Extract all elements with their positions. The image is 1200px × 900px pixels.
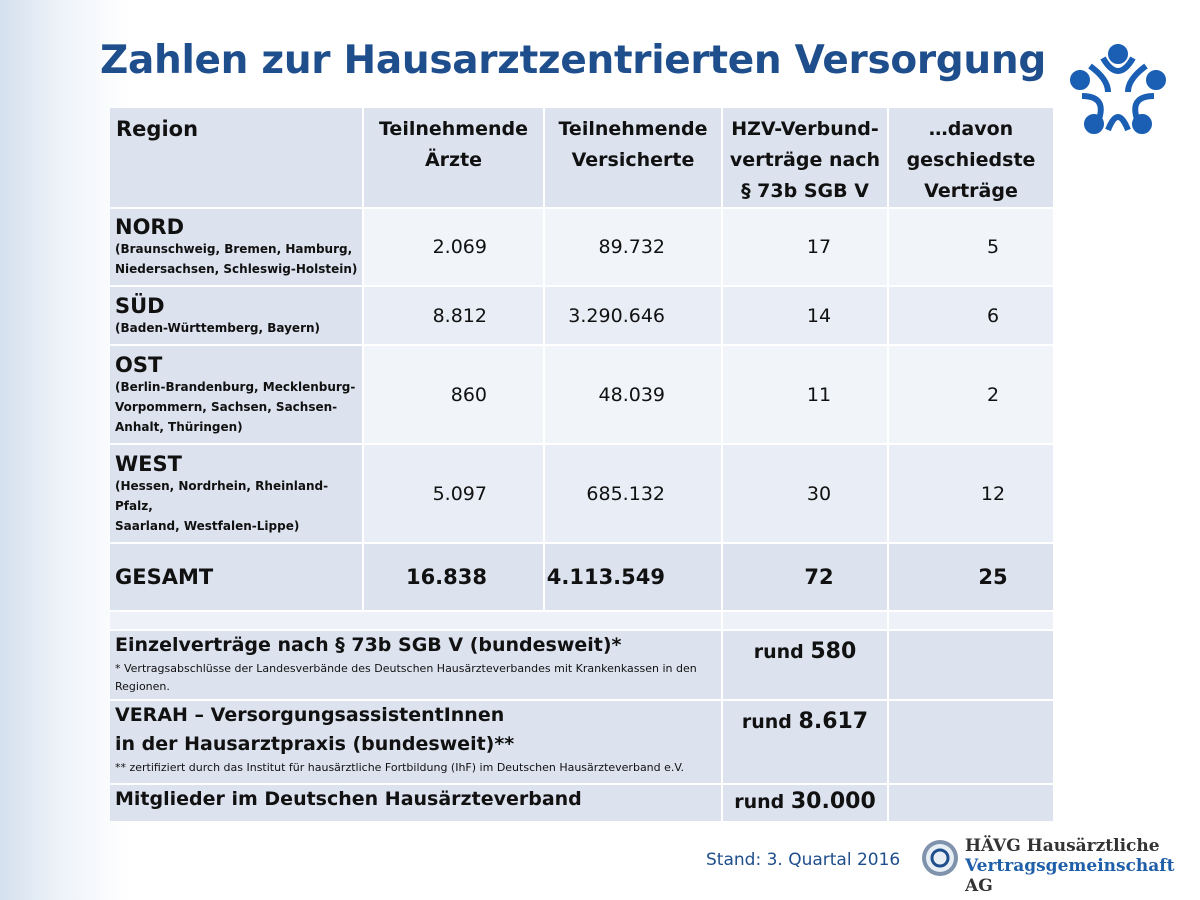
value-cell: 8.812 <box>364 287 543 344</box>
extra-prefix: rund <box>741 711 792 733</box>
extra-prefix: rund <box>753 641 804 663</box>
value-cell: 2.069 <box>364 209 543 285</box>
extra-label-cell: Mitglieder im Deutschen Hausärzteverband <box>110 785 721 821</box>
data-row: OST (Berlin-Brandenburg, Mecklenburg- Vor… <box>110 346 1053 443</box>
header-cell: HZV-Verbund- verträge nach § 73b SGB V <box>723 108 887 207</box>
extra-value: 8.617 <box>798 709 869 734</box>
region-cell: OST (Berlin-Brandenburg, Mecklenburg- Vor… <box>110 346 362 443</box>
extra-row: Einzelverträge nach § 73b SGB V (bundesw… <box>110 631 1053 699</box>
extra-row: Mitglieder im Deutschen Hausärzteverband… <box>110 785 1053 821</box>
table: Region Teilnehmende Ärzte Teilnehmende Ver… <box>108 106 1055 823</box>
header-cell: Region <box>110 108 362 207</box>
value-cell: 6 <box>889 287 1053 344</box>
region-detail: (Baden-Württemberg, Bayern) <box>115 320 321 335</box>
region-name: WEST <box>115 451 182 476</box>
extra-value-cell: rund 30.000 <box>723 785 887 821</box>
value-cell: 860 <box>364 346 543 443</box>
empty-cell <box>889 701 1053 783</box>
title: Zahlen zur Hausarztzentrierten Versorgun… <box>100 38 1046 83</box>
spacer <box>889 612 1053 629</box>
footer-logo-icon <box>922 840 958 876</box>
region-detail: (Hessen, Nordrhein, Rheinland-Pfalz, Saa… <box>115 478 329 533</box>
total-value: 72 <box>723 544 887 610</box>
stand-date: Stand: 3. Quartal 2016 <box>706 850 901 870</box>
extra-label: VERAH – VersorgungsassistentInnen in der… <box>115 704 515 755</box>
header-cell: …davon geschiedste Verträge <box>889 108 1053 207</box>
region-detail: (Braunschweig, Bremen, Hamburg, Niedersa… <box>115 242 358 276</box>
extra-value-cell: rund 8.617 <box>723 701 887 783</box>
empty-cell <box>889 785 1053 821</box>
extra-value-cell: rund 580 <box>723 631 887 699</box>
extra-label-cell: Einzelverträge nach § 73b SGB V (bundesw… <box>110 631 721 699</box>
value-cell: 2 <box>889 346 1053 443</box>
total-row: GESAMT 16.838 4.113.549 72 25 <box>110 544 1053 610</box>
value-cell: 3.290.646 <box>545 287 721 344</box>
region-cell: WEST (Hessen, Nordrhein, Rheinland-Pfalz,… <box>110 445 362 542</box>
value-cell: 48.039 <box>545 346 721 443</box>
region-name: OST <box>115 352 163 377</box>
extra-label: Mitglieder im Deutschen Hausärzteverband <box>115 788 582 810</box>
value-cell: 30 <box>723 445 887 542</box>
value-cell: 11 <box>723 346 887 443</box>
region-detail: (Berlin-Brandenburg, Mecklenburg- Vorpom… <box>115 379 356 434</box>
total-value: 25 <box>889 544 1053 610</box>
empty-cell <box>889 631 1053 699</box>
region-cell: SÜD (Baden-Württemberg, Bayern) <box>110 287 362 344</box>
value-cell: 5.097 <box>364 445 543 542</box>
extra-label: Einzelverträge nach § 73b SGB V (bundesw… <box>115 634 622 656</box>
logo-line: HÄVG Hausärztliche <box>965 836 1160 856</box>
total-value: 4.113.549 <box>545 544 721 610</box>
extra-value: 580 <box>810 639 857 664</box>
extra-value: 30.000 <box>790 789 876 814</box>
header-row: Region Teilnehmende Ärzte Teilnehmende Ver… <box>110 108 1053 207</box>
header-cell: Teilnehmende Versicherte <box>545 108 721 207</box>
extra-row: VERAH – VersorgungsassistentInnen in der… <box>110 701 1053 783</box>
data-row: SÜD (Baden-Württemberg, Bayern) 8.812 3.290… <box>110 287 1053 344</box>
total-value: 16.838 <box>364 544 543 610</box>
region-cell: NORD (Braunschweig, Bremen, Hamburg, Nied… <box>110 209 362 285</box>
extra-note: ** zertifiziert durch das Institut für h… <box>115 761 684 774</box>
footer-logo-text: HÄVG Hausärztliche Vertragsgemeinschaft … <box>965 836 1200 896</box>
header-cell: Teilnehmende Ärzte <box>364 108 543 207</box>
total-label: GESAMT <box>110 544 362 610</box>
data-row: WEST (Hessen, Nordrhein, Rheinland-Pfalz,… <box>110 445 1053 542</box>
logo-icon <box>1070 44 1166 134</box>
value-cell: 89.732 <box>545 209 721 285</box>
value-cell: 12 <box>889 445 1053 542</box>
value-cell: 5 <box>889 209 1053 285</box>
logo-suffix: AG <box>965 876 993 896</box>
data-row: NORD (Braunschweig, Bremen, Hamburg, Nied… <box>110 209 1053 285</box>
region-name: SÜD <box>115 293 165 318</box>
spacer <box>723 612 887 629</box>
extra-label-cell: VERAH – VersorgungsassistentInnen in der… <box>110 701 721 783</box>
spacer-row <box>110 612 1053 629</box>
extra-prefix: rund <box>734 791 785 813</box>
value-cell: 14 <box>723 287 887 344</box>
logo-line: Vertragsgemeinschaft <box>965 856 1175 876</box>
region-name: NORD <box>115 215 185 239</box>
spacer <box>110 612 721 629</box>
value-cell: 17 <box>723 209 887 285</box>
value-cell: 685.132 <box>545 445 721 542</box>
extra-note: * Vertragsabschlüsse der Landesverbände … <box>115 662 697 693</box>
